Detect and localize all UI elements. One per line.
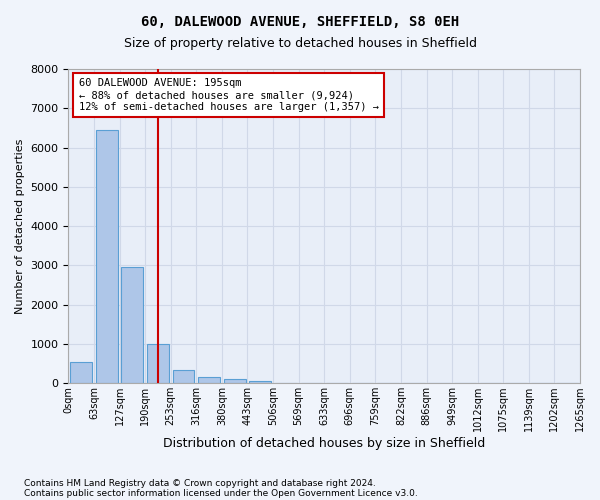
- Bar: [121, 268, 143, 383]
- Bar: [96, 130, 118, 383]
- Text: Contains public sector information licensed under the Open Government Licence v3: Contains public sector information licen…: [24, 488, 418, 498]
- Bar: [147, 344, 169, 383]
- Bar: [224, 380, 245, 383]
- Bar: [198, 377, 220, 383]
- Bar: [70, 362, 92, 383]
- X-axis label: Distribution of detached houses by size in Sheffield: Distribution of detached houses by size …: [163, 437, 485, 450]
- Text: Contains HM Land Registry data © Crown copyright and database right 2024.: Contains HM Land Registry data © Crown c…: [24, 478, 376, 488]
- Bar: [173, 370, 194, 383]
- Text: 60 DALEWOOD AVENUE: 195sqm
← 88% of detached houses are smaller (9,924)
12% of s: 60 DALEWOOD AVENUE: 195sqm ← 88% of deta…: [79, 78, 379, 112]
- Y-axis label: Number of detached properties: Number of detached properties: [15, 138, 25, 314]
- Text: Size of property relative to detached houses in Sheffield: Size of property relative to detached ho…: [124, 38, 476, 51]
- Bar: [250, 380, 271, 383]
- Text: 60, DALEWOOD AVENUE, SHEFFIELD, S8 0EH: 60, DALEWOOD AVENUE, SHEFFIELD, S8 0EH: [141, 15, 459, 29]
